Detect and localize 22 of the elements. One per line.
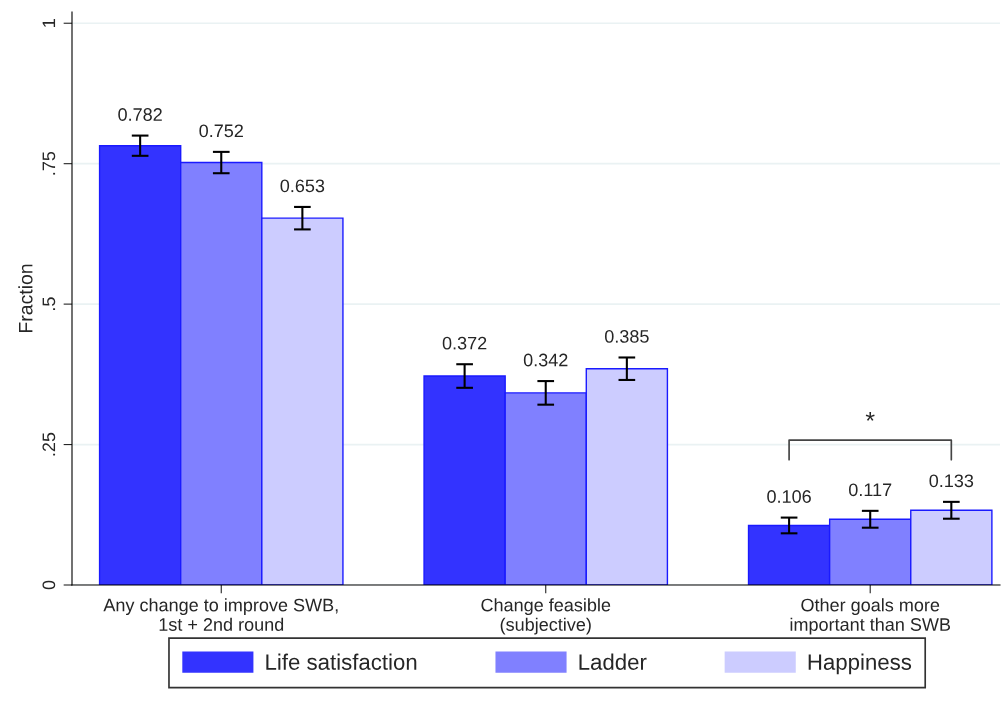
y-tick-label: 1 — [42, 19, 56, 27]
data-label: 0.782 — [118, 108, 162, 121]
x-tick-label: Other goals more important than SWB — [790, 598, 951, 635]
legend-label: Ladder — [579, 653, 647, 670]
data-label: 0.385 — [604, 330, 649, 343]
x-tick-label: Any change to improve SWB, 1st + 2nd round — [103, 598, 338, 631]
y-tick-label: .5 — [42, 297, 56, 310]
x-tick-label: Change feasible (subjective) — [481, 598, 611, 635]
data-label: 0.372 — [442, 336, 487, 350]
data-label: 0.653 — [280, 179, 325, 193]
y-tick-label: 0 — [42, 580, 56, 590]
data-label: 0.342 — [523, 353, 568, 367]
data-label: 0.752 — [199, 124, 243, 138]
y-tick-label: .25 — [42, 432, 56, 456]
data-label: 0.106 — [767, 490, 811, 503]
y-axis-title: Fraction — [18, 264, 33, 333]
legend-label: Happiness — [808, 653, 912, 675]
data-label: 0.133 — [929, 474, 974, 488]
y-tick-label: .75 — [42, 151, 56, 175]
data-label: 0.117 — [848, 483, 892, 497]
annotation: * — [865, 412, 875, 421]
legend-label: Life satisfaction — [266, 653, 417, 670]
